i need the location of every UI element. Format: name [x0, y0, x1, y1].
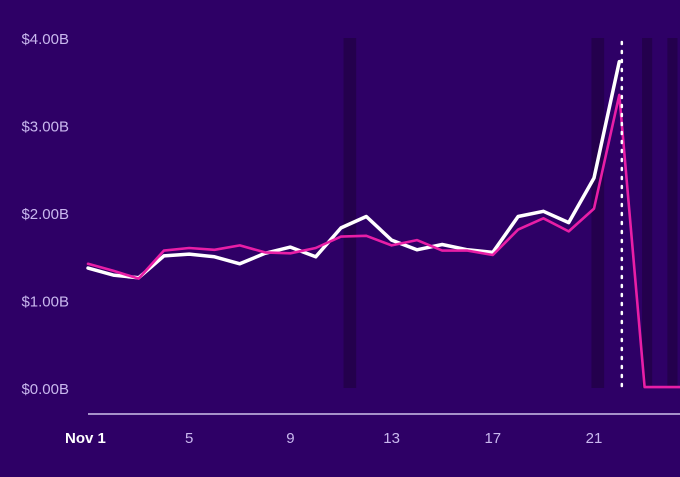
highlight-band-0: [343, 38, 357, 388]
y-tick-label: $2.00B: [21, 206, 69, 223]
highlight-band-3: [667, 38, 678, 388]
series-lines: [86, 59, 680, 389]
x-tick-label: 17: [484, 430, 501, 447]
highlight-band-2: [642, 38, 653, 388]
series-line-0: [86, 59, 622, 280]
highlight-bands: [343, 38, 678, 388]
highlight-band-1: [591, 38, 605, 388]
y-tick-label: $0.00B: [21, 381, 69, 398]
y-axis-ticks: $0.00B $1.00B $2.00B $3.00B $4.00B: [21, 31, 69, 398]
x-tick-label: 21: [586, 430, 603, 447]
y-tick-label: $4.00B: [21, 31, 69, 48]
x-tick-label: Nov 1: [65, 430, 106, 447]
series-line-1: [86, 93, 680, 389]
y-tick-label: $1.00B: [21, 294, 69, 311]
x-tick-label: 13: [383, 430, 400, 447]
y-tick-label: $3.00B: [21, 119, 69, 136]
x-axis-ticks: Nov 1 5 9 13 17 21: [65, 430, 602, 447]
x-tick-label: 5: [185, 430, 193, 447]
x-tick-label: 9: [286, 430, 294, 447]
